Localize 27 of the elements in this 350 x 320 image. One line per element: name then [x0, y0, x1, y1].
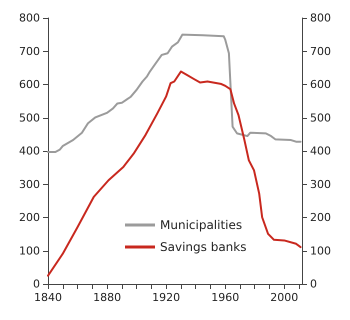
y2-tick-label: 800 [310, 12, 331, 24]
y-tick-label: 800 [19, 12, 40, 24]
y2-tick-label: 400 [310, 144, 331, 158]
y2-tick-label: 100 [310, 244, 331, 258]
legend-label: Municipalities [160, 218, 242, 232]
x-tick-label: 2000 [270, 291, 298, 304]
y-tick-label: 200 [19, 211, 40, 224]
y-tick-label: 700 [19, 44, 40, 58]
y2-tick-label: 300 [310, 178, 331, 191]
x-tick-label: 1920 [152, 291, 180, 304]
y-tick-label: 500 [19, 111, 40, 124]
x-tick-label: 1880 [93, 291, 122, 304]
y-tick-label: 600 [19, 78, 40, 91]
y-tick-label: 400 [19, 144, 40, 158]
y2-tick-label: 0 [310, 278, 317, 290]
y-tick-label: 100 [19, 244, 40, 258]
y2-tick-label: 500 [310, 111, 331, 124]
line-series [47, 34, 302, 153]
y-tick-label: 0 [33, 278, 40, 290]
y2-tick-label: 600 [310, 78, 331, 91]
x-tick-label: 1840 [34, 291, 62, 304]
y2-tick-label: 700 [310, 44, 331, 58]
y-tick-label: 300 [19, 178, 40, 191]
x-tick-label: 1960 [211, 291, 240, 304]
legend-label: Savings banks [160, 240, 246, 254]
line-series [47, 70, 302, 277]
y2-tick-label: 200 [310, 211, 331, 224]
